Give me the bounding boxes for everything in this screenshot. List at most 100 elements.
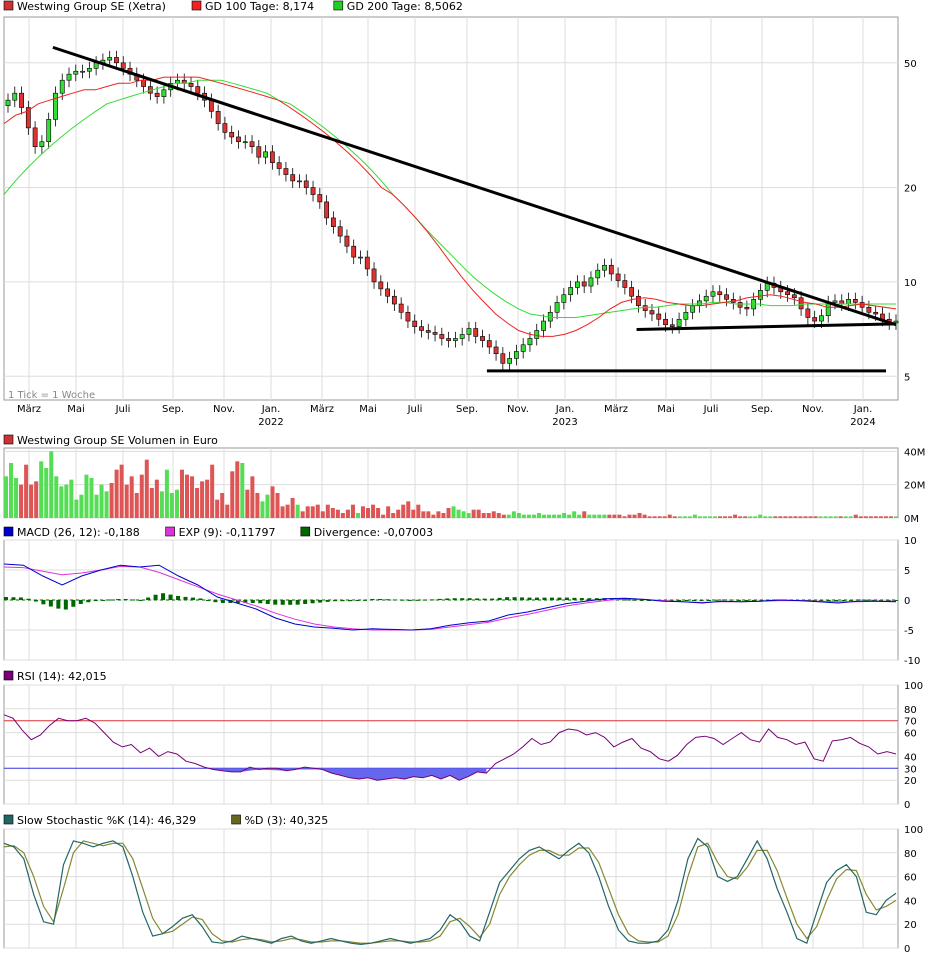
candle-body bbox=[195, 86, 201, 94]
divergence-bar bbox=[340, 600, 345, 602]
candle-body bbox=[66, 73, 72, 81]
x-month-label: Mai bbox=[67, 404, 85, 415]
candle-body bbox=[697, 300, 702, 306]
volume-bar bbox=[270, 486, 275, 518]
volume-bar bbox=[868, 516, 873, 518]
candle-body bbox=[568, 287, 574, 296]
candle-body bbox=[371, 268, 377, 283]
macd-legend-swatch bbox=[300, 526, 311, 537]
volume-panel: Westwing Group SE Volumen in Euro 0M 20M 40… bbox=[3, 434, 925, 525]
volume-bar bbox=[672, 516, 677, 518]
macd-legend-swatch bbox=[165, 526, 175, 537]
divergence-bar bbox=[18, 597, 23, 600]
divergence-bar bbox=[677, 600, 682, 601]
divergence-bar bbox=[879, 600, 884, 601]
candle-body bbox=[317, 194, 323, 203]
volume-bar bbox=[179, 469, 184, 518]
volume-bar bbox=[838, 516, 843, 518]
volume-bar bbox=[456, 509, 461, 518]
candle-body bbox=[161, 89, 167, 97]
divergence-bar bbox=[512, 597, 517, 600]
volume-bar bbox=[94, 494, 99, 518]
price-panel: Westwing Group SE (Xetra) GD 100 Tage: 8,… bbox=[3, 0, 917, 428]
volume-bar bbox=[29, 484, 34, 518]
volume-bar bbox=[707, 516, 712, 518]
volume-bar bbox=[783, 516, 788, 518]
volume-bar bbox=[506, 514, 511, 518]
volume-bar bbox=[461, 511, 466, 518]
volume-bar bbox=[592, 514, 597, 518]
divergence-bar bbox=[63, 600, 68, 610]
candle-body bbox=[344, 235, 350, 247]
volume-bar bbox=[360, 506, 366, 518]
volume-bar bbox=[743, 516, 748, 518]
candle-body bbox=[459, 334, 465, 339]
stoch-legend-label: Slow Stochastic %K (14): 46,329 bbox=[17, 814, 196, 827]
volume-bar bbox=[350, 504, 355, 518]
macd-panel: MACD (26, 12): -0,188 EXP (9): -0,11797 Di… bbox=[3, 526, 920, 667]
volume-bar bbox=[697, 516, 702, 518]
candle-body bbox=[364, 256, 370, 270]
divergence-bar bbox=[333, 600, 338, 602]
divergence-bar bbox=[736, 599, 741, 601]
volume-bar bbox=[265, 494, 270, 518]
rsi-y-tick-label: 80 bbox=[904, 705, 917, 716]
volume-bar bbox=[260, 501, 265, 518]
candle-body bbox=[290, 174, 296, 182]
volume-bar bbox=[476, 509, 481, 518]
candle-body bbox=[297, 180, 302, 183]
volume-bar bbox=[547, 514, 552, 518]
volume-bar bbox=[44, 468, 49, 518]
candle-body bbox=[446, 338, 452, 341]
volume-bar bbox=[778, 516, 783, 518]
divergence-bar bbox=[707, 600, 712, 601]
candle-body bbox=[303, 180, 309, 188]
divergence-bar bbox=[131, 599, 136, 601]
divergence-bar bbox=[647, 600, 652, 601]
candle-body bbox=[425, 330, 431, 333]
price-y-tick-label: 20 bbox=[904, 184, 917, 195]
volume-bar bbox=[109, 483, 114, 518]
candle-body bbox=[242, 141, 248, 144]
divergence-bar bbox=[48, 600, 53, 607]
divergence-bar bbox=[348, 600, 353, 602]
volume-bar bbox=[396, 509, 401, 518]
candle-body bbox=[602, 264, 607, 271]
divergence-bar bbox=[437, 598, 442, 600]
divergence-bar bbox=[235, 600, 240, 603]
volume-bar bbox=[557, 514, 562, 518]
divergence-bar bbox=[841, 600, 846, 601]
volume-bar bbox=[366, 508, 371, 518]
candle-body bbox=[46, 119, 52, 143]
divergence-bar bbox=[520, 597, 525, 600]
volume-bar bbox=[431, 514, 436, 518]
x-month-label: Juli bbox=[115, 404, 131, 415]
divergence-bar bbox=[26, 598, 31, 600]
candle-body bbox=[405, 311, 411, 322]
divergence-bar bbox=[220, 600, 225, 603]
candle-body bbox=[351, 245, 357, 258]
volume-bar bbox=[79, 494, 84, 518]
x-month-label: Jan. bbox=[555, 404, 575, 415]
volume-bar bbox=[345, 509, 350, 518]
divergence-bar bbox=[325, 600, 330, 602]
candle-body bbox=[12, 92, 18, 101]
candle-body bbox=[866, 306, 872, 313]
divergence-bar bbox=[871, 599, 876, 601]
rsi-y-tick-label: 20 bbox=[904, 776, 917, 787]
macd-legend-label: Divergence: -0,07003 bbox=[314, 526, 433, 539]
candle-body bbox=[249, 141, 255, 147]
candle-body bbox=[236, 136, 241, 143]
stoch-y-tick-label: 0 bbox=[904, 944, 910, 955]
volume-bar bbox=[486, 513, 491, 518]
divergence-bar bbox=[684, 600, 689, 601]
volume-bar bbox=[531, 514, 536, 518]
candle-body bbox=[86, 68, 92, 72]
volume-bar bbox=[240, 463, 245, 518]
volume-bar bbox=[446, 508, 451, 518]
candle-body bbox=[53, 92, 58, 120]
x-month-label: Mai bbox=[657, 404, 675, 415]
candle-body bbox=[188, 83, 194, 87]
divergence-bar bbox=[265, 600, 270, 604]
rsi-band-label: 30 bbox=[904, 764, 917, 775]
